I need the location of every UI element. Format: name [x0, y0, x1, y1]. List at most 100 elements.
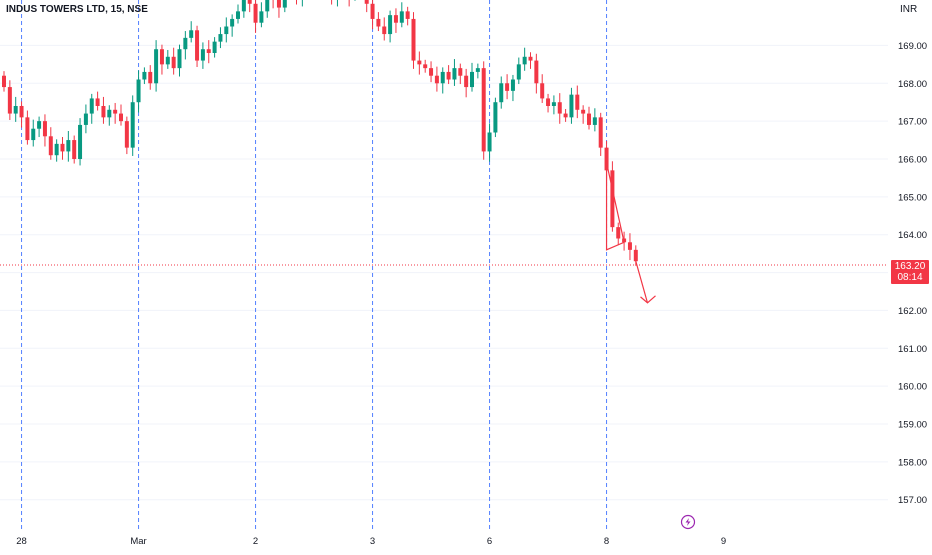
- candle: [452, 59, 457, 86]
- candle-body: [241, 0, 246, 12]
- session-break-lines: [21, 0, 608, 530]
- candle: [66, 130, 71, 162]
- candle: [113, 102, 118, 124]
- candle-body: [13, 106, 18, 114]
- price-tick-label: 166.00: [898, 155, 927, 166]
- candle-body: [19, 106, 24, 118]
- candle-body: [633, 249, 638, 262]
- candle-body: [587, 113, 591, 125]
- candle-body: [31, 128, 36, 141]
- candle: [159, 44, 164, 75]
- candle: [563, 109, 568, 122]
- candle-body: [551, 102, 556, 106]
- candle: [364, 0, 369, 13]
- candle-body: [616, 227, 621, 239]
- candle: [19, 101, 24, 128]
- price-tick-label: 167.00: [898, 117, 927, 128]
- candle-body: [364, 0, 369, 4]
- price-tick-label: 160.00: [898, 382, 927, 393]
- candle-body: [604, 147, 609, 171]
- candle: [171, 47, 176, 75]
- candle-body: [276, 0, 281, 8]
- last-price-tag: 163.20 08:14: [891, 260, 929, 284]
- candle: [382, 17, 387, 41]
- price-tick-label: 169.00: [898, 41, 927, 52]
- candle: [236, 4, 240, 24]
- candle: [296, 0, 297, 5]
- candle: [83, 104, 88, 134]
- candle: [540, 74, 545, 103]
- candle: [301, 0, 303, 7]
- candle: [282, 0, 287, 13]
- candle-body: [522, 56, 527, 65]
- candle-body: [581, 109, 586, 114]
- candle: [177, 44, 182, 77]
- candle: [627, 233, 632, 261]
- candle: [510, 74, 515, 102]
- candle: [505, 74, 510, 100]
- candle-body: [25, 117, 30, 141]
- candle: [241, 0, 246, 18]
- time-tick-label: 3: [370, 536, 375, 547]
- candle-body: [200, 49, 205, 61]
- grid-lines: [0, 44, 888, 501]
- candle: [31, 119, 36, 147]
- price-tick-label: 158.00: [898, 457, 927, 468]
- arrow-head: [640, 295, 656, 304]
- candle: [499, 76, 504, 109]
- candle-body: [89, 98, 94, 114]
- time-axis[interactable]: 28 Mar 2 3 6 8 9: [16, 536, 726, 547]
- candle-body: [528, 56, 533, 61]
- candle: [592, 108, 597, 132]
- arrow-drawing: [635, 261, 649, 304]
- candle: [259, 2, 264, 28]
- candle-body: [282, 0, 287, 8]
- candle-body: [487, 132, 492, 152]
- time-tick-label: 2: [253, 536, 258, 547]
- candle-body: [95, 98, 100, 106]
- candle: [411, 12, 416, 69]
- candle-body: [148, 71, 153, 84]
- candle: [370, 0, 375, 30]
- candle: [481, 61, 486, 160]
- candle-body: [124, 121, 129, 148]
- candle-body: [107, 109, 112, 118]
- bar-countdown: 08:14: [897, 272, 923, 283]
- candle-body: [505, 83, 510, 91]
- candle-body: [72, 140, 77, 159]
- candle-body: [265, 0, 270, 12]
- candle: [487, 123, 492, 162]
- candles: [2, 0, 638, 266]
- price-tick-label: 159.00: [898, 420, 927, 431]
- candle: [183, 31, 188, 60]
- candle: [130, 95, 135, 156]
- candle: [464, 68, 469, 98]
- candle-body: [546, 98, 551, 106]
- candle: [429, 61, 434, 83]
- candle: [37, 116, 42, 138]
- candle: [534, 53, 539, 94]
- candle: [72, 135, 77, 164]
- candle-body: [510, 79, 515, 91]
- candle: [610, 161, 615, 232]
- candle-body: [475, 68, 480, 72]
- price-tick-label: 168.00: [898, 79, 927, 90]
- candle: [265, 0, 270, 18]
- candle-body: [388, 15, 393, 35]
- candle: [148, 65, 153, 90]
- candle-body: [247, 0, 252, 4]
- candle: [230, 14, 235, 37]
- time-tick-label: 8: [604, 536, 609, 547]
- candle-body: [458, 68, 463, 76]
- lightning-icon[interactable]: [680, 514, 696, 530]
- candle: [434, 66, 439, 92]
- candle-body: [48, 136, 53, 156]
- drawing-annotations[interactable]: [605, 162, 656, 304]
- candle: [200, 42, 205, 69]
- candle: [388, 10, 393, 43]
- candle: [25, 110, 30, 145]
- candle: [557, 93, 562, 124]
- candle-body: [534, 60, 539, 84]
